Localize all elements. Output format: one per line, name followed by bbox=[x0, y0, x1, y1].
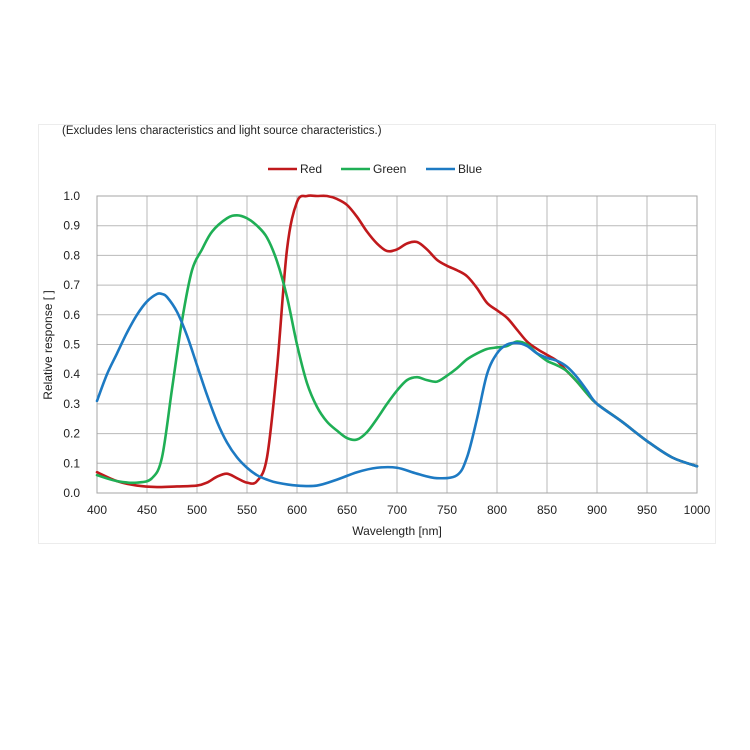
legend: Red Green Blue bbox=[268, 162, 482, 176]
y-tick-label: 0.1 bbox=[63, 456, 80, 470]
y-tick-label: 0.2 bbox=[63, 427, 80, 441]
y-tick-label: 0.7 bbox=[63, 278, 80, 292]
plot-area-border bbox=[96, 195, 698, 494]
chart-frame bbox=[38, 124, 716, 544]
x-tick-label: 950 bbox=[637, 503, 657, 517]
y-tick-label: 0.6 bbox=[63, 308, 80, 322]
x-tick-label: 850 bbox=[537, 503, 557, 517]
chart-subtitle: (Excludes lens characteristics and light… bbox=[62, 125, 382, 137]
y-tick-label: 1.0 bbox=[63, 189, 80, 203]
x-tick-label: 1000 bbox=[684, 503, 711, 517]
grid bbox=[96, 195, 698, 494]
tick-labels: 400 450 500 550 600 650 700 750 800 850 900 950 1000… bbox=[63, 189, 710, 517]
x-tick-label: 550 bbox=[237, 503, 257, 517]
legend-label-red: Red bbox=[300, 162, 322, 176]
x-tick-label: 900 bbox=[587, 503, 607, 517]
x-tick-label: 700 bbox=[387, 503, 407, 517]
y-tick-label: 0.0 bbox=[63, 486, 80, 500]
y-tick-label: 0.8 bbox=[63, 248, 80, 262]
x-tick-label: 650 bbox=[337, 503, 357, 517]
x-tick-label: 600 bbox=[287, 503, 307, 517]
y-axis-label: Relative response [ ] bbox=[41, 290, 55, 399]
legend-label-blue: Blue bbox=[458, 162, 482, 176]
x-axis-label: Wavelength [nm] bbox=[352, 524, 442, 538]
x-tick-label: 750 bbox=[437, 503, 457, 517]
series-line-blue bbox=[95, 292, 699, 488]
x-tick-label: 800 bbox=[487, 503, 507, 517]
x-tick-label: 500 bbox=[187, 503, 207, 517]
x-tick-label: 400 bbox=[87, 503, 107, 517]
y-tick-label: 0.5 bbox=[63, 338, 80, 352]
y-tick-label: 0.4 bbox=[63, 367, 80, 381]
y-tick-label: 0.9 bbox=[63, 219, 80, 233]
x-tick-label: 450 bbox=[137, 503, 157, 517]
series-line-green bbox=[95, 214, 699, 485]
y-tick-label: 0.3 bbox=[63, 397, 80, 411]
legend-label-green: Green bbox=[373, 162, 406, 176]
series-lines bbox=[95, 194, 699, 489]
